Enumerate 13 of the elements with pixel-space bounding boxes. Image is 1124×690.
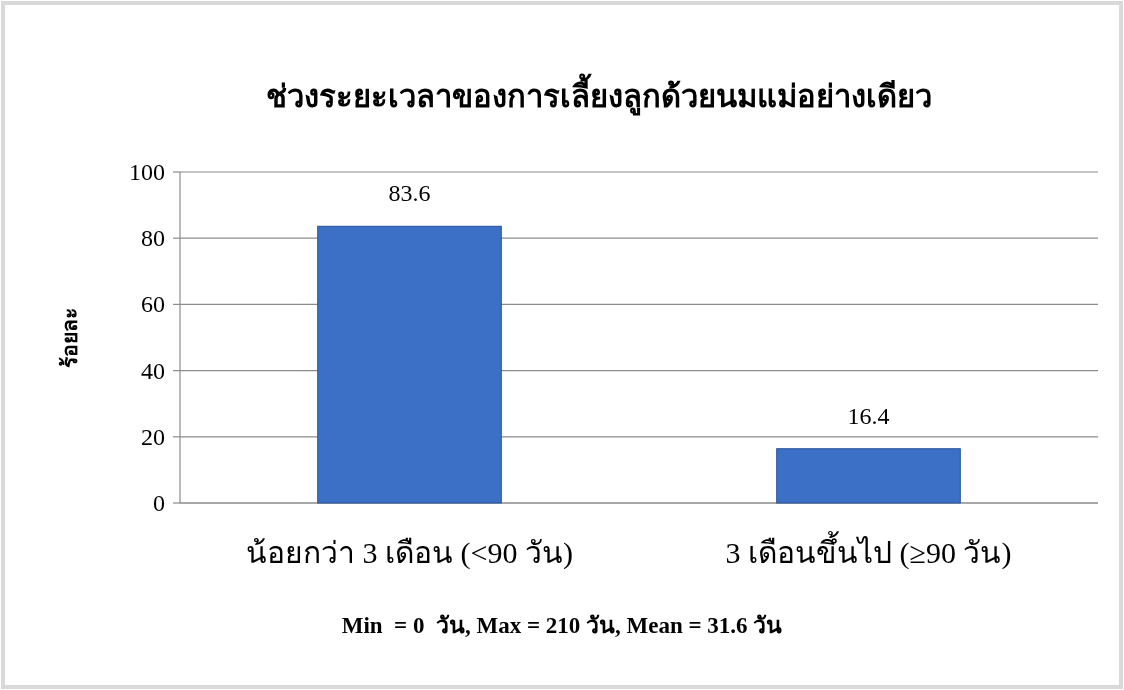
y-tick-label: 80 <box>141 225 165 252</box>
y-tick-label: 100 <box>129 159 165 185</box>
x-tick-label: น้อยกว่า 3 เดือน (<90 วัน) <box>246 536 573 570</box>
y-axis-title: ร้อยละ <box>58 307 82 368</box>
chart-title: ช่วงระยะเวลาของการเลี้ยงลูกด้วยนมแม่อย่างเดียว <box>266 73 932 116</box>
y-tick-label: 40 <box>141 357 165 384</box>
data-label: 16.4 <box>847 402 890 429</box>
y-tick-label: 20 <box>141 423 165 450</box>
data-label: 83.6 <box>388 180 431 207</box>
text: Min = 0 วัน, Max = 210 วัน, Mean = 31.6 วัน <box>341 613 783 638</box>
y-tick-label: 60 <box>141 291 165 318</box>
y-tick-label: 0 <box>153 490 165 516</box>
x-tick-label: 3 เดือนขึ้นไป (≥90 วัน) <box>725 531 1012 570</box>
